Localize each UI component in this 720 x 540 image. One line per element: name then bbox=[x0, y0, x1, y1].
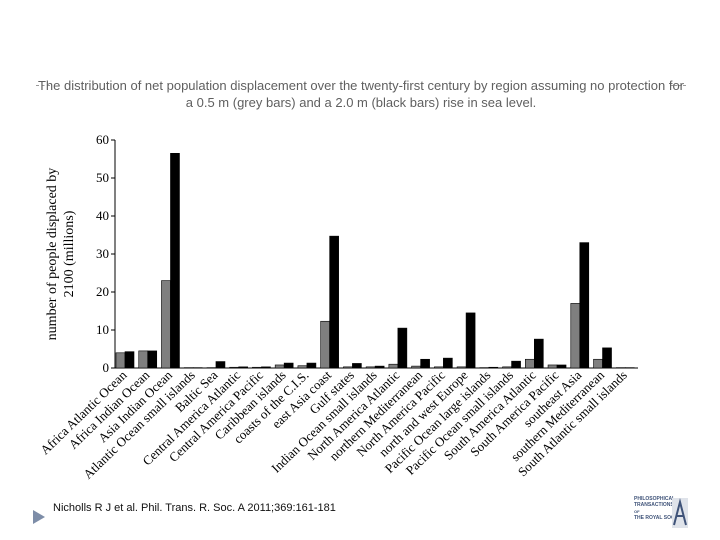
bar-black-2.0m bbox=[556, 364, 567, 369]
bar-black-2.0m bbox=[465, 312, 476, 369]
bar-black-2.0m bbox=[261, 366, 271, 369]
bar-grey-0.5m bbox=[161, 280, 171, 369]
logo-a-mark-icon bbox=[672, 498, 688, 528]
bar-black-2.0m bbox=[374, 365, 385, 369]
bar-grey-0.5m bbox=[525, 358, 535, 369]
bar-grey-0.5m bbox=[593, 358, 603, 369]
title-dash-left bbox=[36, 85, 50, 86]
slide-title: The distribution of net population displ… bbox=[37, 78, 684, 110]
logo-line-4: THE ROYAL SOCIETY bbox=[634, 515, 686, 521]
bar-black-2.0m bbox=[420, 358, 430, 369]
bar-black-2.0m bbox=[602, 347, 612, 369]
bar-black-2.0m bbox=[329, 235, 339, 369]
bar-black-2.0m bbox=[352, 363, 362, 369]
bar-black-2.0m bbox=[238, 366, 248, 369]
journal-logo: PHILOSOPHICAL TRANSACTIONS OF THE ROYAL … bbox=[634, 494, 688, 534]
citation-text: Nicholls R J et al. Phil. Trans. R. Soc.… bbox=[53, 502, 336, 514]
bar-black-2.0m bbox=[534, 338, 544, 369]
y-tick-label: 0 bbox=[103, 360, 110, 375]
bar-black-2.0m bbox=[488, 366, 499, 369]
bar-black-2.0m bbox=[124, 351, 135, 369]
bar-black-2.0m bbox=[306, 362, 317, 369]
bar-black-2.0m bbox=[147, 350, 158, 369]
logo-line-3: OF bbox=[634, 509, 640, 514]
bar-black-2.0m bbox=[170, 153, 180, 369]
bar-black-2.0m bbox=[511, 360, 521, 369]
logo-line-2: TRANSACTIONS bbox=[634, 502, 674, 508]
bar-black-2.0m bbox=[579, 242, 590, 369]
bar-grey-0.5m bbox=[274, 364, 285, 369]
bar-black-2.0m bbox=[397, 327, 408, 369]
bar-grey-0.5m bbox=[570, 303, 581, 369]
bar-black-2.0m bbox=[443, 357, 453, 369]
y-tick-label: 20 bbox=[96, 284, 109, 299]
slide-nav-triangle-icon bbox=[33, 510, 45, 524]
bar-grey-0.5m bbox=[411, 365, 421, 369]
bar-grey-0.5m bbox=[138, 350, 149, 369]
bar-grey-0.5m bbox=[297, 365, 308, 369]
y-tick-label: 50 bbox=[96, 170, 109, 185]
y-tick-label: 30 bbox=[96, 246, 109, 261]
y-tick-label: 10 bbox=[96, 322, 109, 337]
bar-grey-0.5m bbox=[388, 363, 399, 369]
y-tick-label: 40 bbox=[96, 208, 109, 223]
y-tick-label: 60 bbox=[96, 132, 109, 147]
logo-line-1: PHILOSOPHICAL bbox=[634, 496, 676, 502]
bar-black-2.0m bbox=[215, 361, 226, 369]
bar-black-2.0m bbox=[283, 362, 294, 369]
y-axis-label-line-2: 2100 (millions) bbox=[62, 210, 77, 297]
title-dash-right bbox=[670, 85, 686, 86]
bar-grey-0.5m bbox=[547, 364, 558, 369]
bar-grey-0.5m bbox=[320, 320, 330, 369]
y-axis-label: number of people displaced by bbox=[45, 168, 60, 341]
bar-grey-0.5m bbox=[115, 352, 126, 369]
